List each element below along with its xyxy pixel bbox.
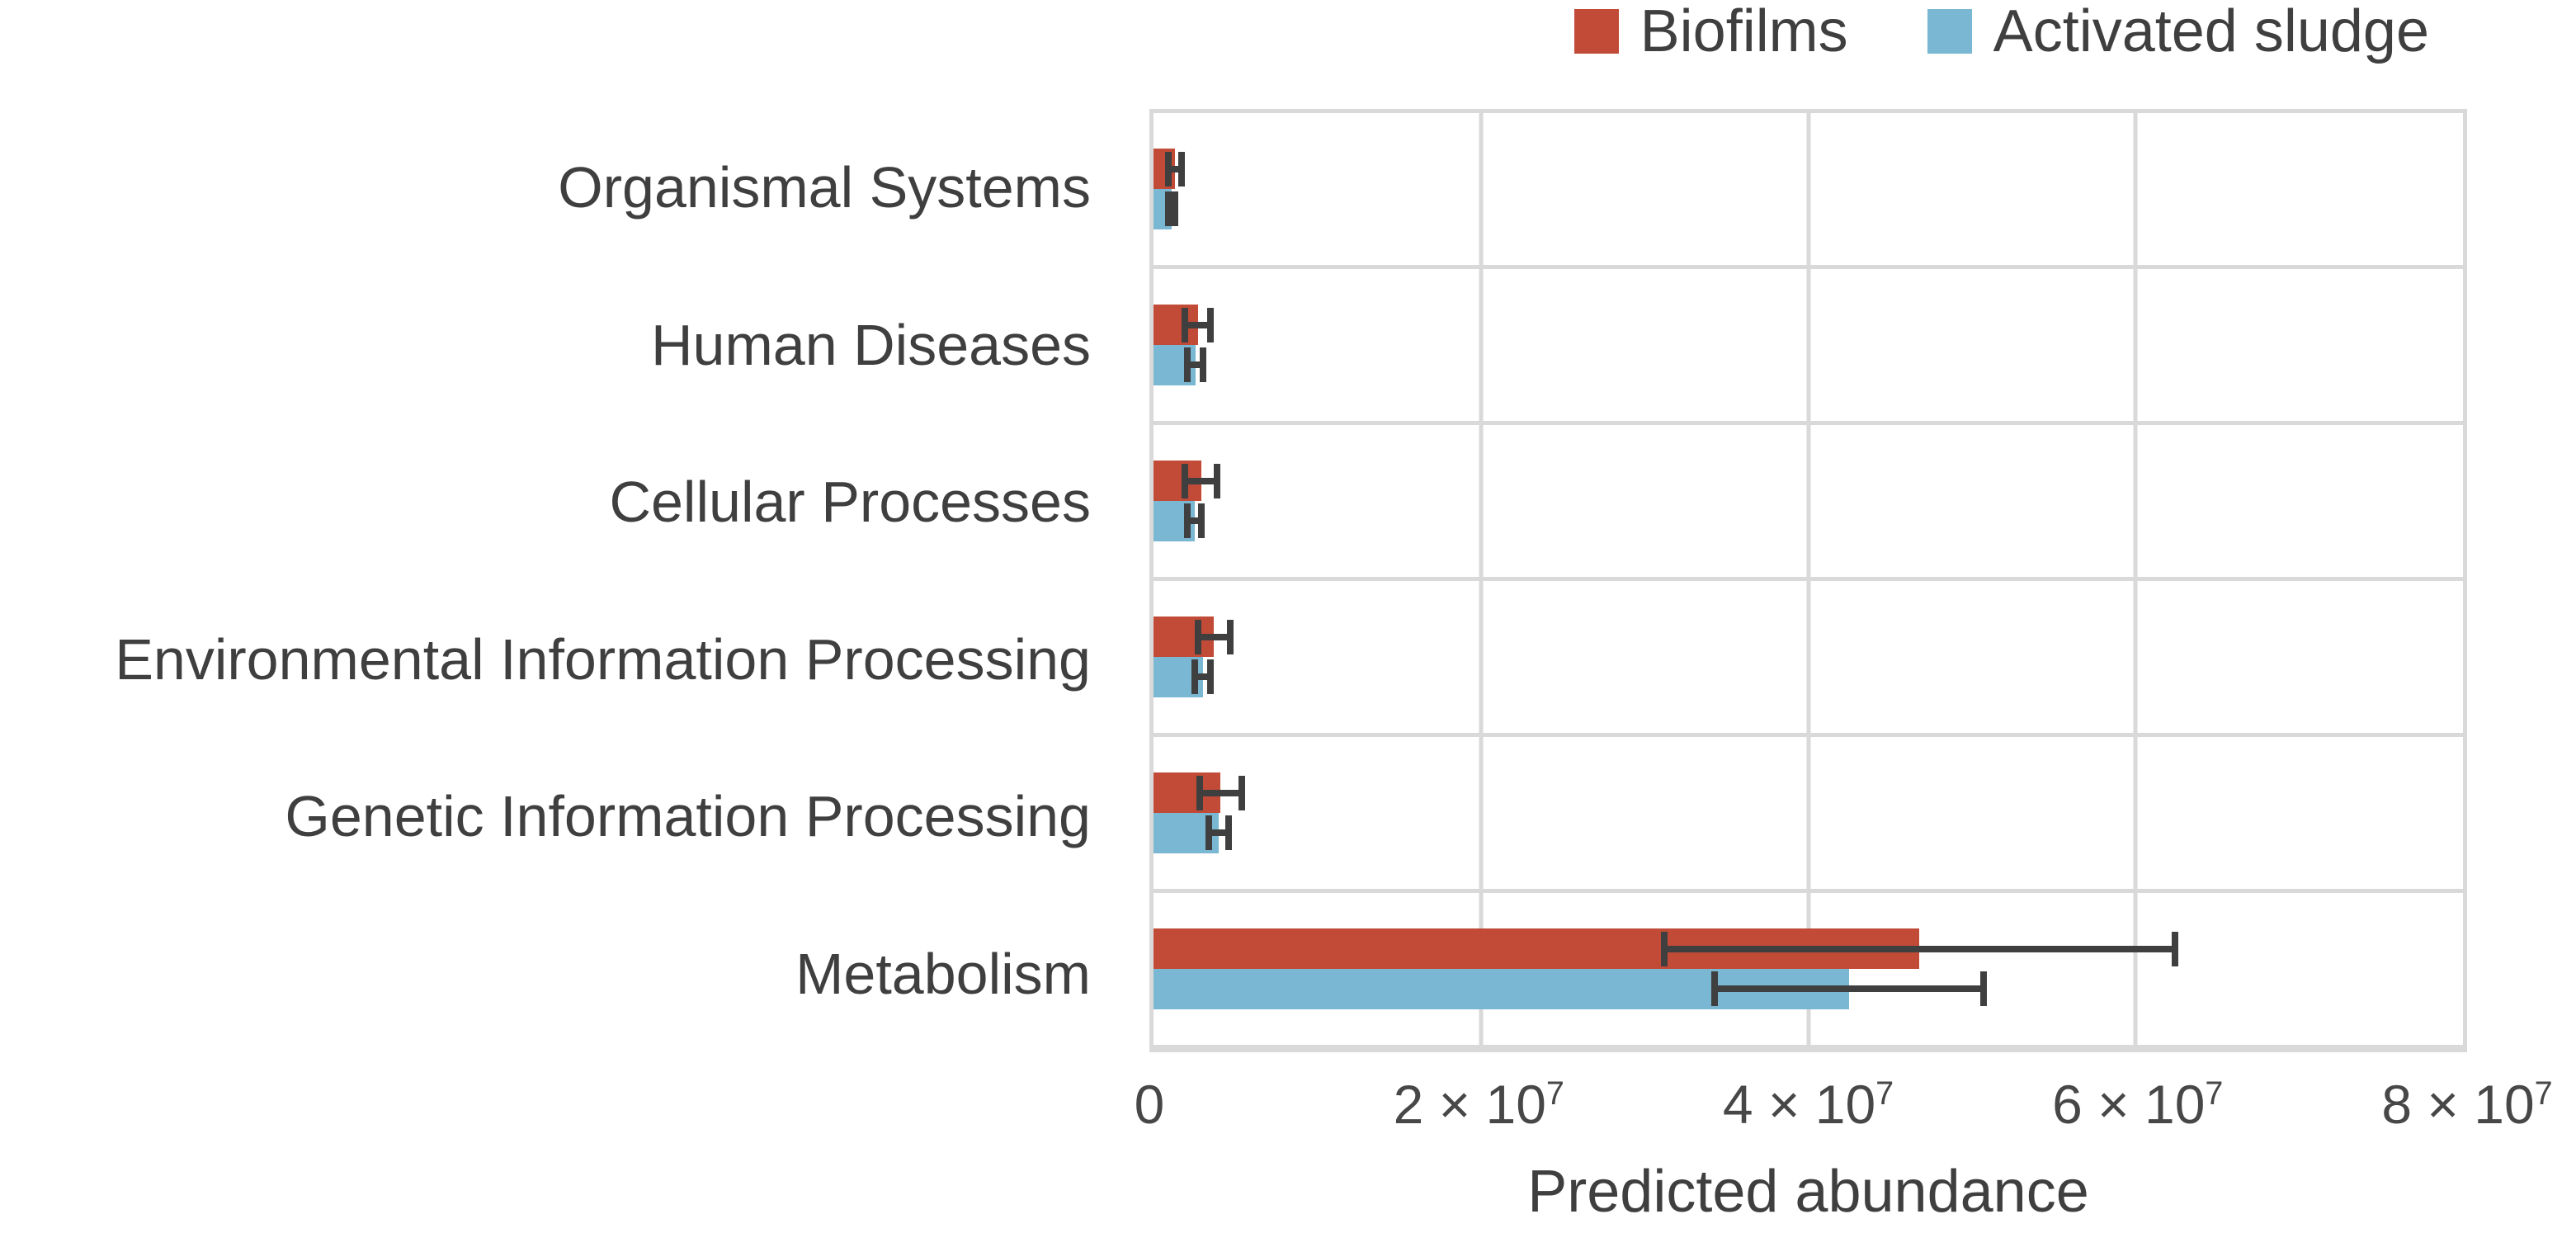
error-bar-line xyxy=(1197,673,1208,680)
error-bar-line xyxy=(1187,322,1208,328)
plot-area xyxy=(1149,109,2467,1052)
category-label: Cellular Processes xyxy=(609,470,1091,535)
category-label: Environmental Information Processing xyxy=(115,626,1091,692)
x-axis-title: Predicted abundance xyxy=(1527,1159,2089,1225)
error-bar-activated-sludge xyxy=(1711,971,1987,1006)
legend: Biofilms Activated sludge xyxy=(1573,0,2429,64)
error-bar-line xyxy=(1202,790,1239,796)
legend-label-activated-sludge: Activated sludge xyxy=(1993,0,2429,64)
error-bar-line xyxy=(1190,361,1201,368)
legend-swatch-activated-sludge-icon xyxy=(1927,9,1972,54)
category-label: Human Diseases xyxy=(651,312,1091,377)
error-bar-biofilms xyxy=(1660,932,2178,966)
error-bar-line xyxy=(1190,517,1199,524)
legend-item-biofilms: Biofilms xyxy=(1573,0,1848,64)
error-bar-biofilms xyxy=(1164,152,1185,187)
plot-rows xyxy=(1154,113,2463,1045)
x-tick-base: 4 × 10 xyxy=(1722,1074,1876,1135)
error-bar-activated-sludge xyxy=(1183,347,1207,382)
x-tick-label: 6 × 107 xyxy=(2052,1077,2223,1131)
chart-row-human-diseases xyxy=(1154,269,2463,425)
category-label: Genetic Information Processing xyxy=(285,784,1091,849)
x-tick-exponent: 7 xyxy=(1545,1075,1564,1112)
error-bar-line xyxy=(1201,634,1228,640)
error-bar-activated-sludge xyxy=(1191,659,1215,694)
x-tick-base: 6 × 10 xyxy=(2052,1074,2206,1135)
error-bar-biofilms xyxy=(1196,776,1246,810)
category-label: Metabolism xyxy=(795,941,1091,1006)
error-bar-line xyxy=(1212,829,1226,836)
error-bar-activated-sludge xyxy=(1205,815,1233,850)
error-bar-biofilms xyxy=(1181,464,1221,498)
error-bar-activated-sludge xyxy=(1164,191,1178,226)
x-tick-label: 2 × 107 xyxy=(1394,1077,1564,1131)
chart-row-environmental-information-processing xyxy=(1154,581,2463,737)
x-tick-exponent: 7 xyxy=(1875,1075,1894,1112)
error-bar-activated-sludge xyxy=(1183,503,1205,538)
legend-swatch-biofilms-icon xyxy=(1573,9,1619,54)
error-bar-line xyxy=(1187,478,1215,484)
error-bar-line xyxy=(1171,166,1178,172)
chart-row-organismal-systems xyxy=(1154,113,2463,269)
chart-row-cellular-processes xyxy=(1154,425,2463,581)
category-labels: Organismal Systems Human Diseases Cellul… xyxy=(0,109,1116,1052)
legend-label-biofilms: Biofilms xyxy=(1639,0,1848,64)
chart-row-metabolism xyxy=(1154,893,2463,1045)
error-bar-line xyxy=(1718,985,1980,992)
x-tick-label: 0 xyxy=(1135,1077,1165,1131)
error-bar-biofilms xyxy=(1181,308,1215,342)
x-tick-base: 0 xyxy=(1134,1074,1165,1135)
error-bar-line xyxy=(1667,946,2172,952)
x-tick-base: 8 × 10 xyxy=(2381,1074,2535,1135)
x-tick-exponent: 7 xyxy=(2205,1075,2224,1112)
x-tick-exponent: 7 xyxy=(2534,1075,2553,1112)
x-tick-label: 8 × 107 xyxy=(2381,1077,2552,1131)
chart-row-genetic-information-processing xyxy=(1154,737,2463,893)
category-label: Organismal Systems xyxy=(558,155,1091,220)
x-tick-base: 2 × 10 xyxy=(1393,1074,1546,1135)
legend-item-activated-sludge: Activated sludge xyxy=(1927,2,2429,61)
x-tick-label: 4 × 107 xyxy=(1723,1077,1894,1131)
error-bar-biofilms xyxy=(1194,620,1234,654)
